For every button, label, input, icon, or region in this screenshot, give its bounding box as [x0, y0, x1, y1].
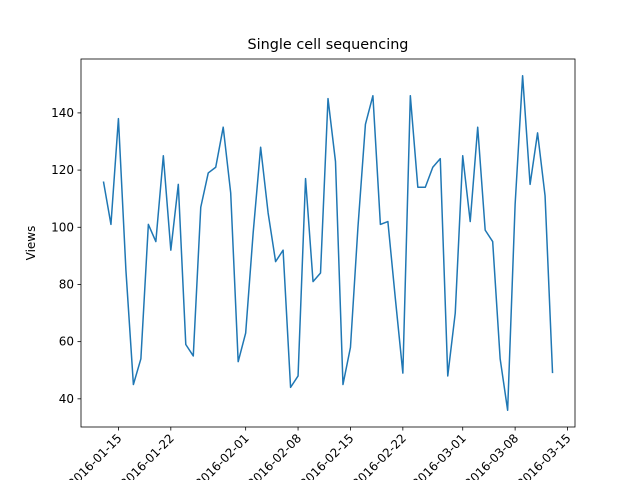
- y-tick-label: 120: [51, 163, 74, 177]
- line-series: [102, 74, 554, 412]
- axes-frame: [80, 58, 576, 428]
- y-tick-label: 40: [59, 392, 74, 406]
- y-axis-label: Views: [24, 226, 38, 261]
- chart-title: Single cell sequencing: [248, 37, 409, 53]
- y-tick-label: 140: [51, 106, 74, 120]
- y-tick-label: 60: [59, 335, 74, 349]
- y-tick-label: 80: [59, 277, 74, 291]
- y-tick-label: 100: [51, 220, 74, 234]
